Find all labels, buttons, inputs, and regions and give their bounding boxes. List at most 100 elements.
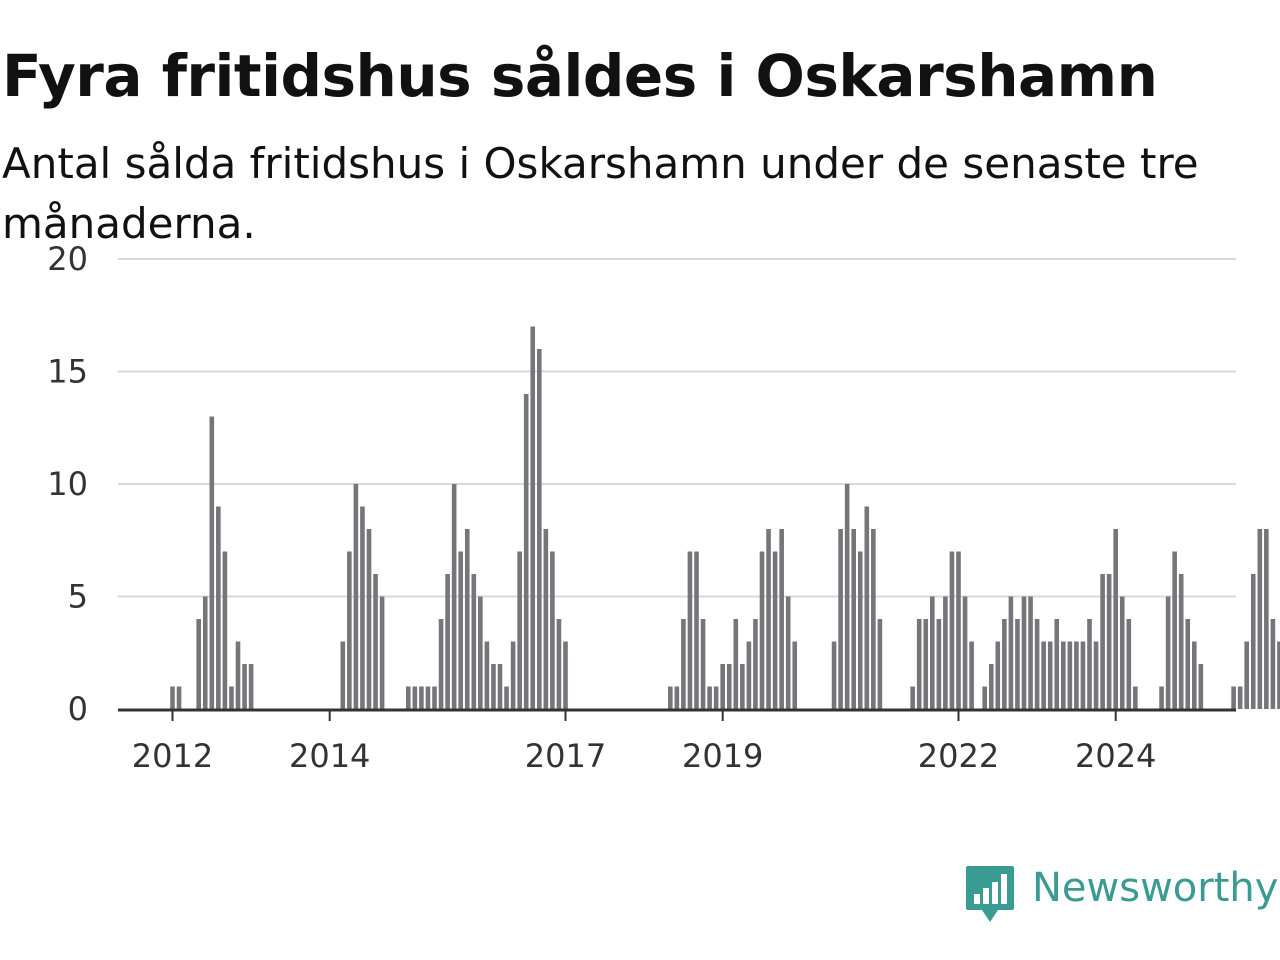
bar (170, 686, 175, 709)
brand-name: Newsworthy (1032, 865, 1279, 911)
bar (916, 619, 922, 709)
bar (1093, 641, 1099, 709)
x-axis: 2012 2014 2017 2019 2022 2024 (132, 710, 1156, 775)
bar (458, 551, 463, 709)
bar (1008, 596, 1014, 709)
bar (1113, 529, 1118, 709)
bar (1106, 574, 1112, 709)
bar (877, 619, 883, 709)
newsworthy-logo: Newsworthy (964, 864, 1278, 926)
bar (1231, 686, 1236, 709)
bar (1041, 641, 1046, 709)
bar (792, 641, 798, 709)
bar (1119, 596, 1125, 709)
bar (1244, 641, 1249, 709)
bar (1250, 574, 1256, 709)
x-tick-label: 2012 (132, 737, 213, 775)
bar (340, 641, 346, 709)
bar (956, 551, 961, 709)
bar (1067, 641, 1073, 709)
bar (1061, 641, 1066, 709)
bar (779, 529, 784, 709)
bar (871, 529, 876, 709)
y-tick-label: 0 (68, 690, 88, 728)
bar (1264, 529, 1269, 709)
bar (537, 349, 542, 709)
bar (687, 551, 693, 709)
bar (432, 686, 437, 709)
bar (1021, 596, 1027, 709)
bar (1002, 619, 1007, 709)
bar (412, 686, 418, 709)
bar (864, 506, 870, 709)
bar (556, 619, 562, 709)
bar (1178, 574, 1184, 709)
bar (209, 416, 215, 709)
bar (347, 551, 352, 709)
bar (478, 596, 483, 709)
bar (733, 619, 739, 709)
bar (419, 686, 424, 709)
bar (484, 641, 490, 709)
bar (969, 641, 974, 709)
x-tick-label: 2024 (1075, 737, 1156, 775)
y-tick-label: 20 (47, 240, 88, 278)
x-tick-label: 2017 (525, 737, 606, 775)
bar (563, 641, 568, 709)
bar-chart-bubble-icon (966, 866, 1014, 922)
bar (550, 551, 555, 709)
bar (1165, 596, 1171, 709)
bar (851, 529, 856, 709)
bar (831, 641, 837, 709)
bar (242, 664, 247, 709)
bar (1133, 686, 1138, 709)
bar (1126, 619, 1132, 709)
bar (726, 664, 732, 709)
bar (1015, 619, 1020, 709)
bar (202, 596, 208, 709)
bar (543, 529, 549, 709)
bar (1087, 619, 1092, 709)
bar (759, 551, 765, 709)
bar (425, 686, 431, 709)
bar (988, 664, 994, 709)
bar (517, 551, 522, 709)
bar (857, 551, 863, 709)
bar (353, 484, 359, 709)
y-tick-label: 15 (47, 353, 88, 391)
bar (1270, 619, 1276, 709)
bar (1198, 664, 1204, 709)
bar (923, 619, 929, 709)
bar (497, 664, 503, 709)
bar (746, 641, 752, 709)
x-tick-label: 2022 (918, 737, 999, 775)
bar (216, 506, 221, 709)
bar (235, 641, 241, 709)
bar (1080, 641, 1086, 709)
bar (753, 619, 758, 709)
bar (523, 394, 529, 709)
bar (229, 686, 234, 709)
bar (373, 574, 378, 709)
bar (360, 506, 365, 709)
bar (785, 596, 791, 709)
bar (510, 641, 516, 709)
bar (838, 529, 843, 709)
bar (766, 529, 771, 709)
bar (1074, 641, 1079, 709)
y-axis: 0 5 10 15 20 (47, 240, 88, 728)
bar (700, 619, 706, 709)
bar (379, 596, 385, 709)
bar (943, 596, 948, 709)
bar (451, 484, 457, 709)
bar (530, 326, 536, 709)
chart-subtitle: Antal sålda fritidshus i Oskarshamn unde… (2, 139, 1199, 248)
bar (982, 686, 987, 709)
bar (1185, 619, 1191, 709)
bar (471, 574, 477, 709)
bar (740, 664, 745, 709)
bar (936, 619, 942, 709)
chart-title: Fyra fritidshus såldes i Oskarshamn (2, 42, 1158, 110)
bar (366, 529, 372, 709)
